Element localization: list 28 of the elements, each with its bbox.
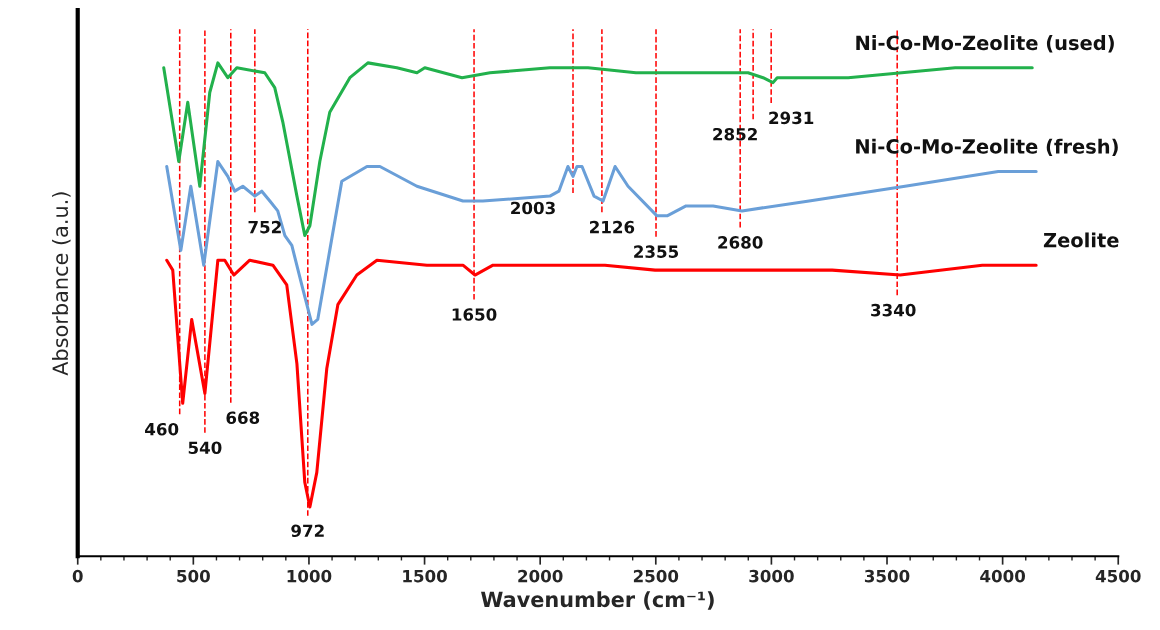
x-tick-label: 1500 (403, 569, 447, 583)
annotation: 2680 (718, 236, 763, 249)
annotation: 2003 (511, 201, 555, 215)
x-tick-label: 2000 (518, 569, 563, 583)
series-label: Ni-Co-Mo-Zeolite (fresh) (856, 138, 1118, 157)
x-axis-title: Wavenumber (cm⁻¹) (481, 591, 714, 610)
series-label: Ni-Co-Mo-Zeolite (used) (856, 35, 1114, 53)
annotation: 752 (248, 220, 281, 234)
x-tick-label: 0 (72, 569, 83, 583)
annotation: 668 (226, 411, 260, 425)
x-tick-label: 3000 (749, 569, 794, 583)
annotation: 540 (188, 441, 222, 455)
x-tick-label: 1000 (287, 569, 332, 583)
x-tick-label: 4500 (1095, 569, 1141, 583)
annotation: 2355 (634, 245, 679, 258)
annotation: 1650 (452, 308, 497, 321)
x-tick-label: 4000 (980, 569, 1026, 583)
annotation: 972 (291, 524, 324, 538)
annotation: 3340 (871, 303, 916, 317)
annotation: 2126 (590, 220, 635, 234)
series-label: Zeolite (1043, 232, 1119, 248)
x-tick-label: 2500 (633, 569, 679, 583)
y-axis-title: Absorbance (a.u.) (52, 192, 71, 376)
x-tick-label: 500 (177, 569, 210, 583)
annotation: 460 (145, 422, 179, 436)
annotation: 2931 (769, 111, 814, 125)
x-tick-label: 3500 (864, 569, 910, 583)
annotation: 2852 (713, 127, 757, 141)
